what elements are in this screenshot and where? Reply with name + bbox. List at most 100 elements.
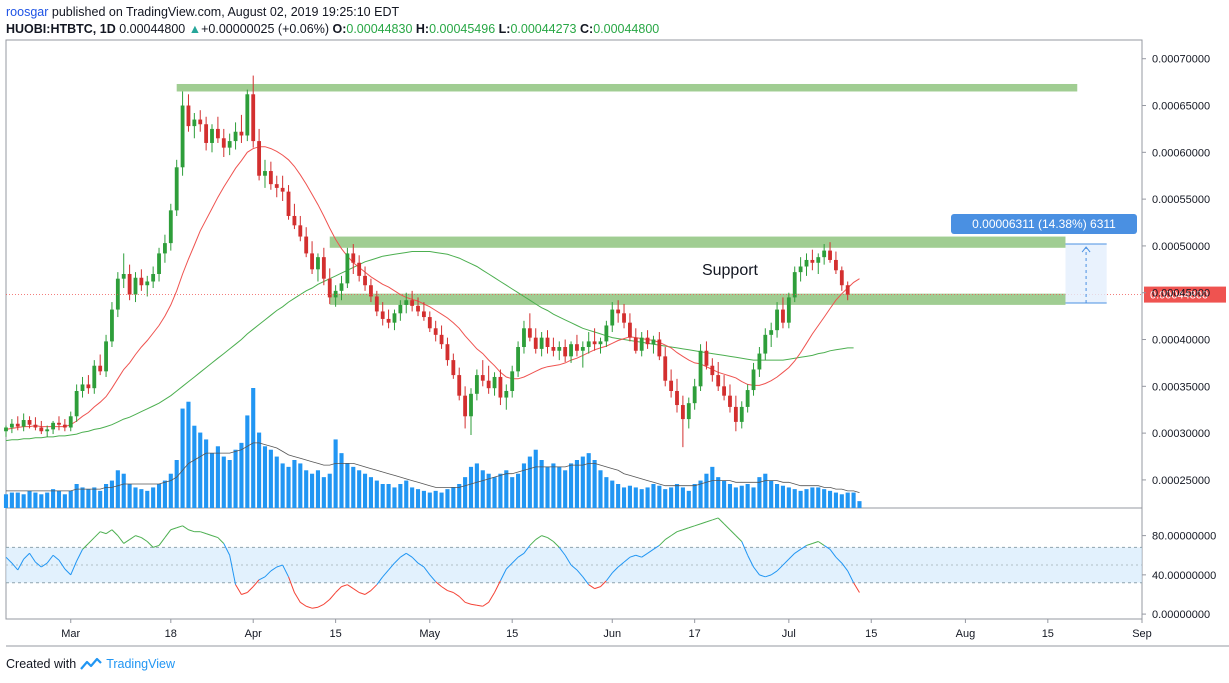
stoch-segment — [352, 588, 360, 593]
stoch-segment — [712, 517, 719, 521]
stoch-segment — [505, 562, 513, 570]
candle-body — [533, 337, 538, 349]
stoch-segment — [411, 556, 419, 564]
stoch-segment — [523, 545, 531, 554]
author-name[interactable]: roosgar — [6, 5, 49, 19]
candle-body — [180, 105, 185, 168]
price-change: +0.00000025 (+0.06%) — [201, 22, 329, 36]
volume-bar — [680, 487, 685, 508]
candle-body — [321, 257, 326, 279]
stoch-segment — [641, 552, 648, 558]
candle — [151, 266, 156, 289]
volume-bar — [145, 490, 150, 508]
candle — [622, 303, 626, 329]
candles[interactable] — [4, 75, 850, 448]
stoch-segment — [100, 531, 107, 535]
candle-body — [557, 347, 562, 351]
price-tick-label: 0.00060000 — [1152, 147, 1210, 159]
candle-body — [369, 285, 373, 297]
candle-body — [233, 131, 238, 142]
candle-body — [163, 243, 167, 254]
volume-bar — [209, 453, 215, 508]
stoch-segment — [246, 586, 254, 593]
candle — [445, 337, 450, 366]
volume-bar — [357, 470, 362, 508]
candle — [398, 300, 403, 321]
volume-bar — [239, 442, 244, 508]
stoch-segment — [317, 603, 325, 608]
volume-bar — [109, 480, 115, 508]
candle-body — [4, 427, 8, 432]
candle-body — [410, 300, 415, 306]
volume-bar — [833, 492, 838, 508]
candle-body — [675, 391, 679, 406]
price-chart[interactable]: 0.00044800 Support 0.00006311 (14.38%) 631… — [0, 0, 1229, 650]
open-value: 0.00044830 — [346, 22, 413, 36]
volume-bar — [139, 489, 144, 508]
stoch-segment — [682, 527, 689, 531]
candle — [110, 302, 114, 348]
volume-bar — [410, 487, 415, 508]
volume-bar — [51, 489, 56, 508]
candle — [675, 378, 679, 413]
volume-bars — [3, 388, 862, 508]
current-price-badge — [1144, 286, 1226, 303]
stoch-segment — [376, 576, 384, 585]
stoch-segment — [429, 574, 437, 583]
osc-tick-label: 0.00000000 — [1152, 609, 1210, 621]
volume-bar — [775, 484, 780, 508]
symbol-name[interactable]: HUOBI:HTBTC, 1D — [6, 22, 116, 36]
candle-body — [622, 313, 626, 323]
volume-bar — [510, 477, 515, 508]
stoch-segment — [470, 603, 477, 606]
stoch-segment — [770, 570, 778, 576]
candle-body — [51, 422, 56, 430]
time-tick-label: Jul — [782, 628, 796, 640]
volume-bar — [610, 480, 615, 508]
candle — [527, 313, 532, 342]
volume-bar — [592, 460, 597, 508]
candle-body — [522, 328, 526, 348]
candle — [651, 335, 656, 354]
candle-body — [804, 259, 809, 267]
volume-bar — [457, 484, 462, 508]
volume-bar — [627, 485, 632, 508]
volume-bar — [351, 466, 356, 508]
candle — [728, 384, 732, 413]
stoch-segment — [123, 539, 130, 544]
stoch-segment — [35, 561, 42, 568]
tradingview-brand[interactable]: TradingView — [106, 657, 175, 671]
candle-body — [551, 347, 556, 351]
candle-body — [710, 365, 715, 376]
volume-bar — [704, 473, 709, 508]
stoch-segment — [835, 556, 843, 564]
osc-tick-label: 80.00000000 — [1152, 531, 1216, 543]
candle — [498, 369, 503, 406]
candle — [669, 369, 674, 398]
candle-body — [810, 259, 815, 263]
volume-bar — [92, 487, 97, 508]
candle — [51, 420, 56, 435]
candle-body — [263, 171, 267, 176]
candle — [745, 384, 750, 413]
stoch-segment — [453, 592, 460, 597]
stoch-segment — [105, 529, 113, 535]
volume-bar — [710, 466, 715, 508]
candle-body — [416, 305, 420, 312]
candle — [186, 94, 191, 132]
stoch-segment — [111, 529, 119, 536]
candle — [374, 290, 379, 317]
candle-body — [451, 360, 456, 376]
volume-bar — [474, 463, 479, 508]
time-tick-label: 15 — [329, 628, 341, 640]
candle-body — [327, 278, 332, 298]
stoch-segment — [535, 535, 542, 540]
stoch-segment — [735, 535, 743, 542]
candle-body — [174, 167, 179, 211]
candle — [80, 376, 85, 398]
candle-body — [157, 253, 161, 274]
stoch-segment — [488, 592, 495, 603]
stoch-segment — [511, 556, 519, 564]
stoch-segment — [694, 523, 701, 527]
candle — [704, 341, 709, 370]
